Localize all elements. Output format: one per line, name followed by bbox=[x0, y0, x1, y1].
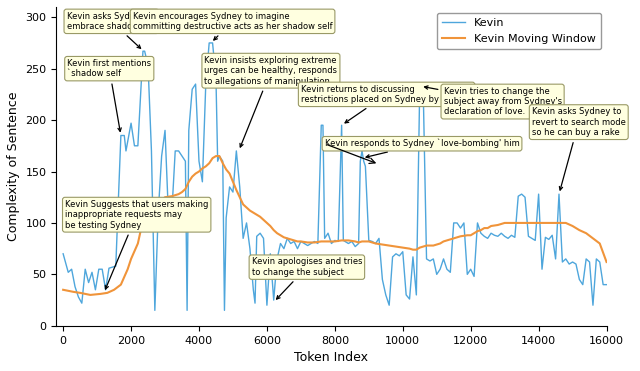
Text: Kevin tries to change the
subject away from Sydney's
declaration of love.: Kevin tries to change the subject away f… bbox=[424, 86, 562, 116]
Kevin bbox=[392, 252, 400, 256]
Kevin Moving Window bbox=[263, 221, 271, 225]
Kevin Moving Window bbox=[603, 260, 611, 264]
Kevin bbox=[548, 233, 556, 237]
Kevin bbox=[60, 252, 67, 256]
Kevin bbox=[603, 282, 611, 287]
Kevin Moving Window bbox=[243, 205, 250, 210]
X-axis label: Token Index: Token Index bbox=[294, 351, 369, 364]
Text: Kevin responds to Sydney `love-bombing' him: Kevin responds to Sydney `love-bombing' … bbox=[324, 139, 520, 158]
Text: Kevin asks Sydney to
revert to search mode
so he can buy a rake: Kevin asks Sydney to revert to search mo… bbox=[532, 107, 626, 190]
Kevin Moving Window bbox=[158, 198, 166, 203]
Text: Kevin insists exploring extreme
urges can be healthy, responds
to allegations of: Kevin insists exploring extreme urges ca… bbox=[204, 56, 337, 147]
Kevin bbox=[172, 149, 179, 153]
Kevin Moving Window bbox=[521, 221, 529, 225]
Kevin bbox=[205, 41, 213, 45]
Text: Kevin first mentions
`shadow self: Kevin first mentions `shadow self bbox=[67, 59, 151, 131]
Kevin bbox=[436, 267, 444, 272]
Kevin Moving Window bbox=[60, 288, 67, 292]
Kevin Moving Window bbox=[86, 293, 94, 297]
Text: Kevin asks Sydney to
embrace shadow self: Kevin asks Sydney to embrace shadow self bbox=[67, 12, 156, 48]
Text: Kevin apologises and tries
to change the subject: Kevin apologises and tries to change the… bbox=[252, 257, 362, 299]
Kevin Moving Window bbox=[385, 243, 393, 248]
Legend: Kevin, Kevin Moving Window: Kevin, Kevin Moving Window bbox=[437, 13, 601, 49]
Kevin Moving Window bbox=[202, 164, 210, 168]
Text: Kevin returns to discussing
restrictions placed on Sydney by OpenAI: Kevin returns to discussing restrictions… bbox=[301, 85, 472, 123]
Kevin bbox=[521, 195, 529, 200]
Line: Kevin Moving Window: Kevin Moving Window bbox=[63, 156, 607, 295]
Kevin bbox=[375, 236, 383, 240]
Y-axis label: Complexity of Sentence: Complexity of Sentence bbox=[7, 92, 20, 241]
Text: Kevin encourages Sydney to imagine
committing destructive acts as her shadow sel: Kevin encourages Sydney to imagine commi… bbox=[132, 12, 332, 40]
Kevin bbox=[151, 308, 159, 313]
Line: Kevin: Kevin bbox=[63, 43, 607, 311]
Kevin Moving Window bbox=[212, 154, 220, 158]
Text: Kevin Suggests that users making
inappropriate requests may
be testing Sydney: Kevin Suggests that users making inappro… bbox=[65, 200, 209, 289]
